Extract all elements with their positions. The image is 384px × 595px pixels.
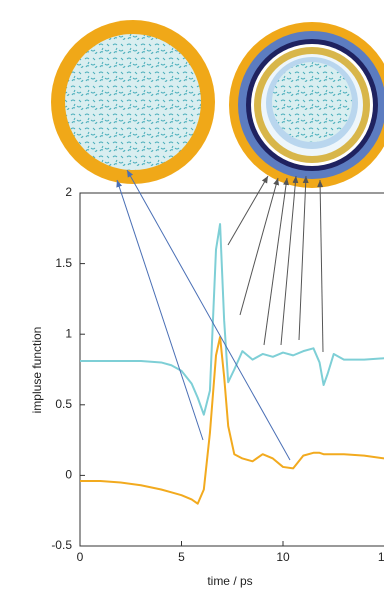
y-tick-label: 0 bbox=[65, 468, 72, 482]
x-tick-label: 15 bbox=[378, 550, 384, 564]
arrow bbox=[126, 169, 291, 461]
arrow bbox=[298, 175, 309, 341]
y-axis-label: impluse function bbox=[30, 327, 44, 414]
particle-left-core bbox=[65, 34, 201, 170]
y-tick-label: 1.5 bbox=[55, 256, 72, 270]
y-tick-label: 0.5 bbox=[55, 397, 72, 411]
arrow bbox=[116, 179, 204, 441]
plot-frame bbox=[79, 192, 384, 547]
arrow bbox=[280, 175, 299, 346]
x-axis-label: time / ps bbox=[207, 574, 252, 588]
x-tick-label: 10 bbox=[276, 550, 290, 564]
series-line bbox=[80, 223, 384, 416]
illustrations bbox=[51, 20, 384, 461]
arrow bbox=[263, 177, 290, 346]
x-tick-label: 0 bbox=[77, 550, 84, 564]
y-tick-label: -0.5 bbox=[51, 538, 72, 552]
plot-area: -0.5 0 0.5 1 1.5 2 0 5 10 15 bbox=[51, 185, 384, 564]
y-tick-label: 1 bbox=[65, 326, 72, 340]
x-tick-label: 5 bbox=[178, 550, 185, 564]
particle-right-core bbox=[272, 62, 352, 142]
series-line bbox=[80, 336, 384, 505]
y-tick-label: 2 bbox=[65, 185, 72, 199]
arrow bbox=[227, 175, 269, 246]
arrow bbox=[239, 177, 280, 316]
arrow bbox=[317, 179, 324, 353]
